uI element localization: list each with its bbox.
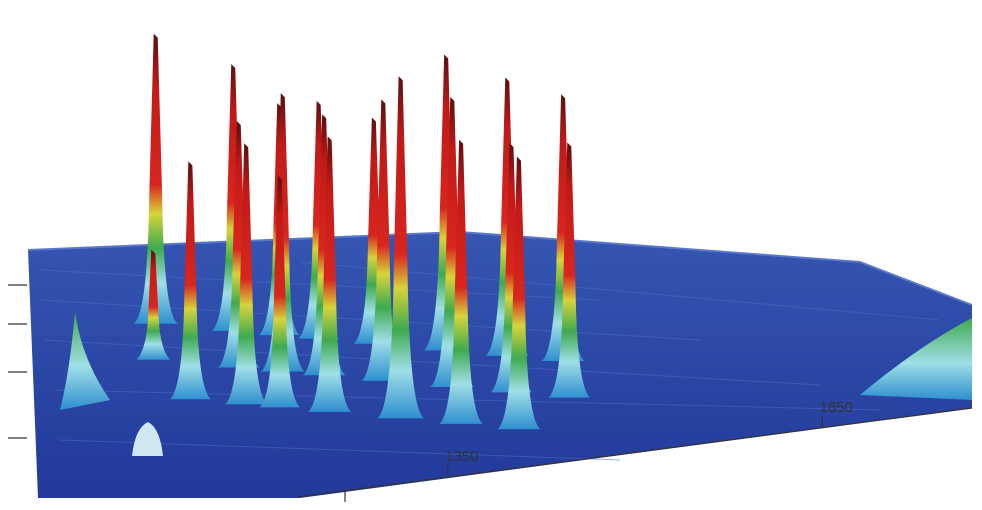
peak [169,161,211,400]
peak [361,99,406,381]
x-tick-label: 1350 [445,448,478,465]
peak [136,249,171,360]
x-axis-line [297,407,973,498]
x-axis-ticks: 1350 1850 [344,399,853,502]
peak [439,139,483,424]
peak [424,54,469,351]
x-tick-label: 1850 [820,399,853,416]
z-axis-ticks [8,284,27,439]
peak [225,143,268,405]
hill-left-1 [60,312,110,410]
peak [490,143,533,393]
peak [541,94,585,361]
peak [377,76,425,419]
peak [497,156,541,430]
peak [259,175,301,408]
peak [353,117,395,344]
peak [548,142,591,398]
peaks [133,33,591,430]
peak [217,121,260,368]
surface-floor [28,232,972,498]
peak [430,97,475,387]
peak [211,64,255,331]
peak [302,114,346,376]
hill-left-2 [132,422,163,456]
hill-right [860,318,972,400]
peak [298,100,340,339]
peak [133,33,178,324]
peak [308,136,352,412]
